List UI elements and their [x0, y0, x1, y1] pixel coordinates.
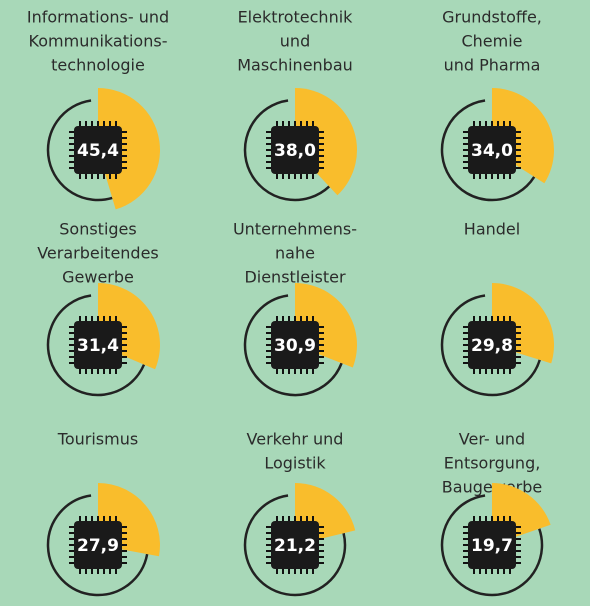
panel: Sonstiges Verarbeitendes Gewerbe 31,4	[37, 220, 160, 397]
panel: Verkehr und Logistik 21,2	[243, 430, 356, 597]
value-label: 21,2	[274, 536, 316, 556]
panel-title: Informations- und	[27, 8, 169, 27]
panel-title: Entsorgung,	[444, 454, 541, 473]
chip	[74, 321, 122, 369]
panel-title: und Pharma	[444, 56, 541, 75]
value-label: 38,0	[274, 141, 316, 161]
panel-title: technologie	[51, 56, 145, 75]
panel: Elektrotechnik und Maschinenbau 38,0	[237, 8, 358, 202]
panel-title: Sonstiges	[59, 220, 136, 239]
chip	[468, 521, 516, 569]
chip	[74, 126, 122, 174]
value-label: 27,9	[77, 536, 119, 556]
chip	[468, 321, 516, 369]
ring	[440, 99, 536, 202]
chip	[271, 321, 319, 369]
panel-title: Verarbeitendes	[37, 244, 159, 263]
panel-title: Unternehmens-	[233, 220, 357, 239]
panel-title: Dienstleister	[244, 268, 346, 287]
panel: Grundstoffe, Chemie und Pharma 34,0	[440, 8, 554, 202]
panel-title: Grundstoffe,	[442, 8, 542, 27]
panel-title: Handel	[464, 220, 520, 239]
value-label: 34,0	[471, 141, 513, 161]
value-label: 29,8	[471, 336, 513, 356]
panel-title: Gewerbe	[62, 268, 134, 287]
wedge	[98, 88, 160, 210]
ring	[46, 494, 149, 597]
panel: Unternehmens-nahe Dienstleister 30,9	[233, 220, 357, 397]
value-label: 19,7	[471, 536, 513, 556]
panel-title: nahe	[275, 244, 315, 263]
panel-title: und	[280, 32, 310, 51]
panel: Handel 29,8	[440, 220, 554, 397]
ring	[440, 294, 541, 397]
ring	[46, 294, 146, 397]
panel-title: Verkehr und	[247, 430, 344, 449]
panel-title: Kommunikations-	[29, 32, 168, 51]
chip	[271, 126, 319, 174]
ring	[46, 99, 113, 202]
panel: Informations- und Kommunikations-technolo…	[27, 8, 169, 210]
panel-title: Elektrotechnik	[238, 8, 354, 27]
panel-title: Maschinenbau	[237, 56, 353, 75]
panel-title: Logistik	[264, 454, 326, 473]
panel-title: Ver- und	[459, 430, 525, 449]
ring	[243, 294, 343, 397]
ring	[243, 99, 331, 202]
value-label: 30,9	[274, 336, 316, 356]
ring	[440, 494, 544, 597]
panel: Tourismus 27,9	[46, 430, 160, 597]
chip	[271, 521, 319, 569]
chip	[74, 521, 122, 569]
wedge	[295, 88, 358, 196]
panel-title: Chemie	[461, 32, 522, 51]
value-label: 31,4	[77, 336, 119, 356]
value-label: 45,4	[77, 141, 119, 161]
panel-title: Tourismus	[57, 430, 138, 449]
ring	[243, 494, 347, 597]
chip	[468, 126, 516, 174]
